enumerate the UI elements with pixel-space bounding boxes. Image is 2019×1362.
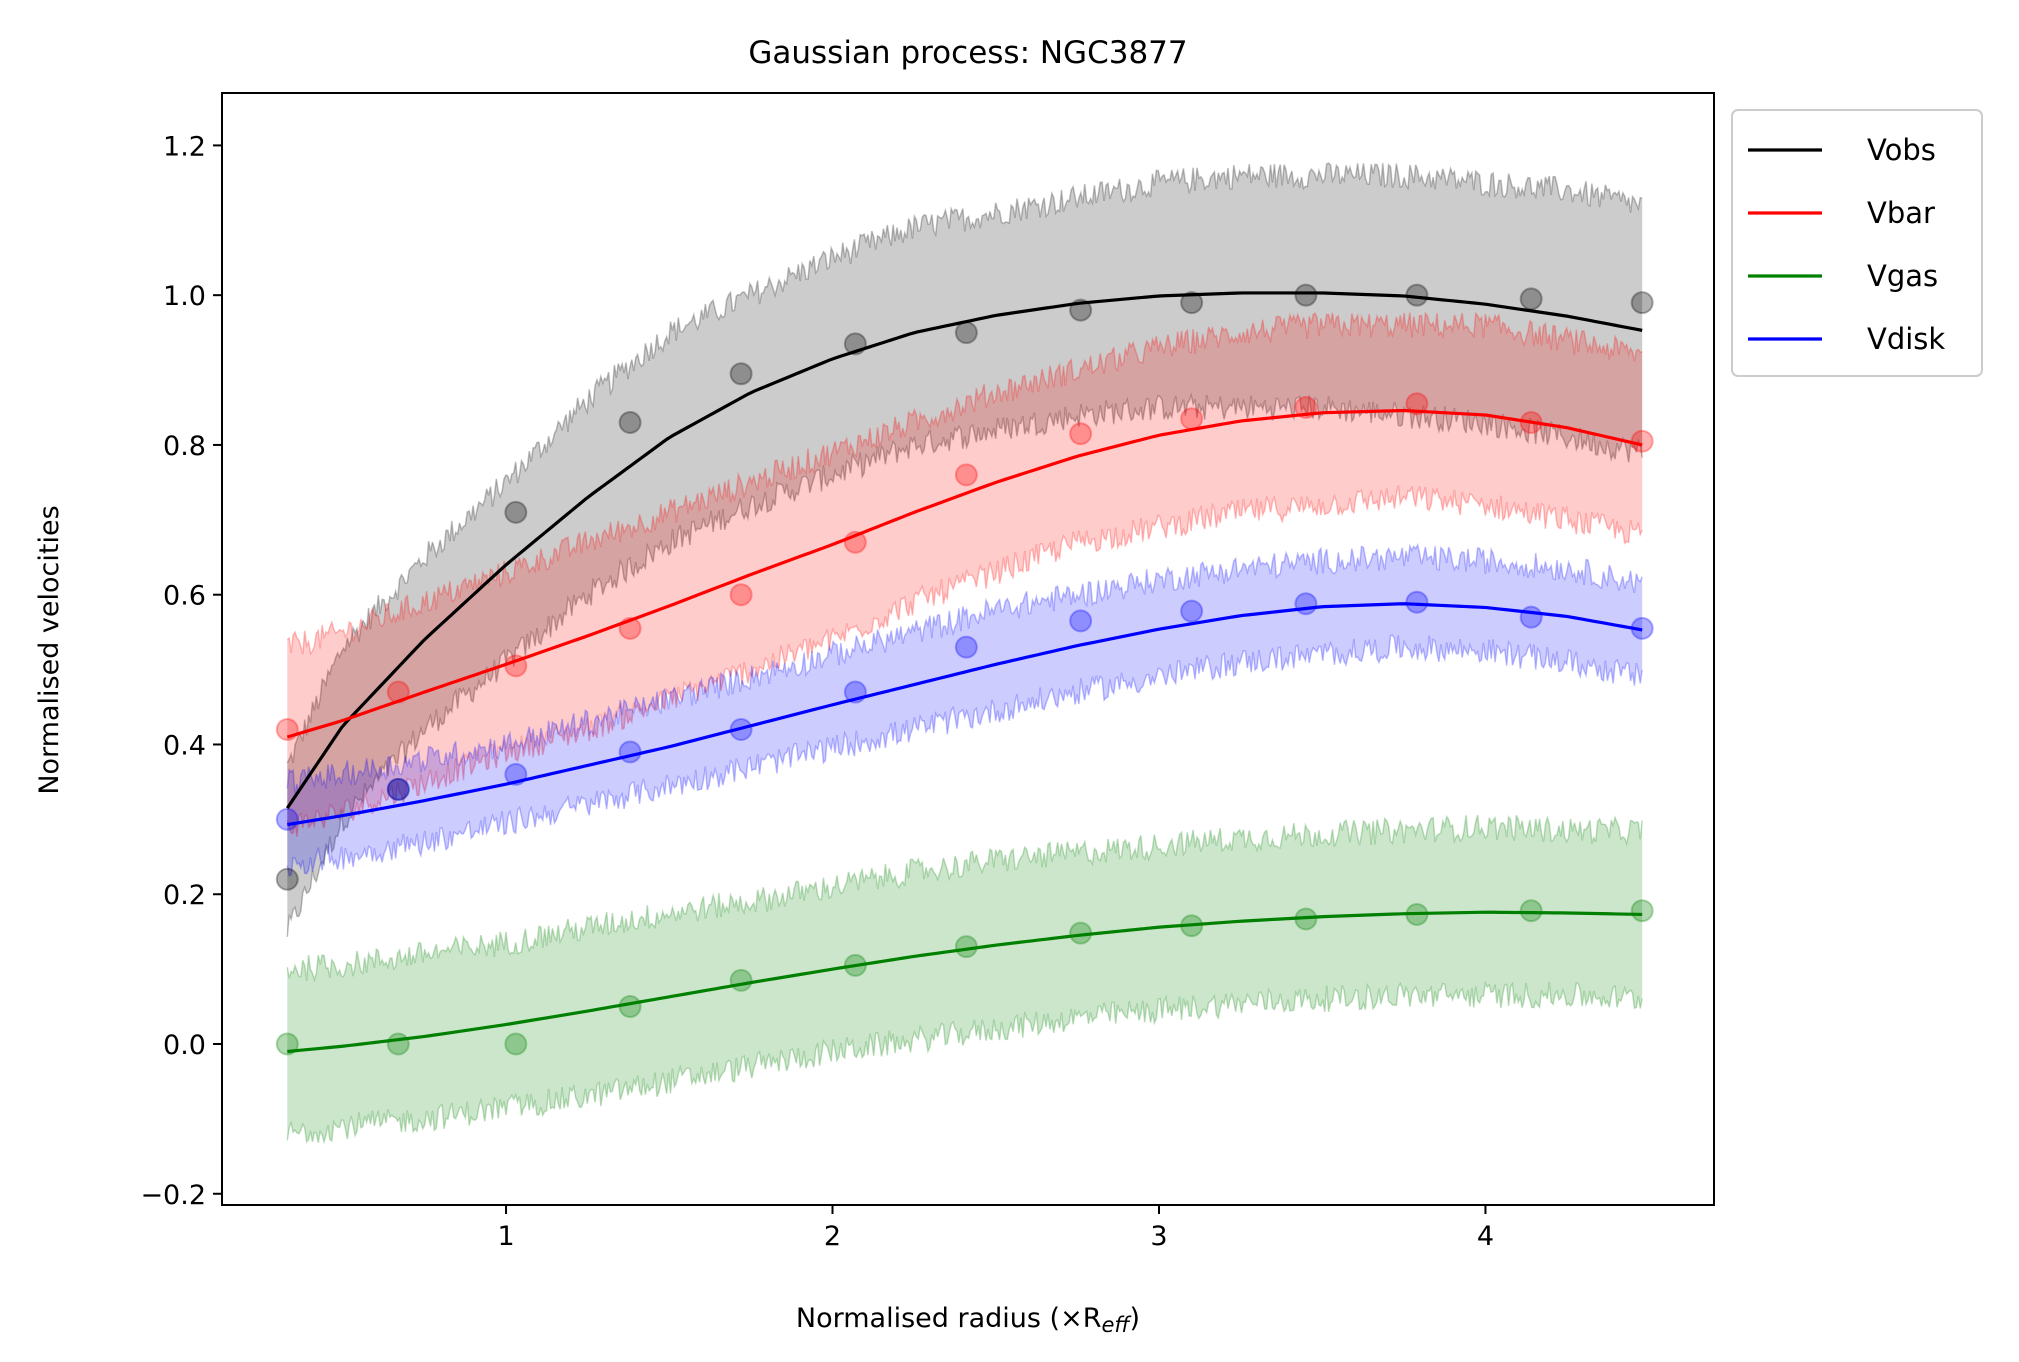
vobs-mean-line — [285, 291, 1643, 810]
mean-curves — [285, 291, 1643, 1054]
legend-label-vbar: Vbar — [1867, 196, 1935, 230]
vdisk-data-point — [1294, 592, 1318, 616]
legend-label-vgas: Vgas — [1867, 259, 1938, 293]
vgas-band — [287, 815, 1643, 1143]
vgas-band-upper-edge — [286, 814, 1643, 983]
vobs-data-point — [386, 777, 410, 801]
y-tick-label: 0.0 — [163, 1030, 206, 1061]
x-tick-label: 4 — [1477, 1221, 1494, 1252]
x-tick-label: 2 — [824, 1221, 841, 1252]
vgas-band-lower-edge — [286, 980, 1643, 1145]
vdisk-band — [287, 544, 1643, 876]
vobs-data-point — [275, 867, 299, 891]
vobs-band-upper-edge — [286, 162, 1643, 764]
chart-title: Gaussian process: NGC3877 — [748, 35, 1187, 71]
vgas-mean-line — [287, 910, 1643, 1054]
vobs-band — [287, 163, 1643, 937]
vgas-data-point — [386, 1032, 410, 1056]
vdisk-data-point — [386, 777, 410, 801]
vdisk-data-point — [1180, 599, 1204, 623]
x-axis-ticks: 1 2 3 4 — [497, 1205, 1494, 1252]
y-tick-label: 0.4 — [163, 730, 206, 761]
vgas-data-point — [275, 1032, 299, 1056]
vdisk-band-lower-edge — [286, 634, 1643, 877]
vobs-data-point — [729, 362, 753, 386]
y-tick-label: 0.6 — [163, 581, 206, 612]
vdisk-mean-line — [287, 602, 1643, 827]
vdisk-band-upper-edge — [286, 542, 1643, 795]
vbar-data-point — [954, 463, 978, 487]
legend-label-vdisk: Vdisk — [1867, 322, 1945, 356]
vbar-data-point — [1069, 422, 1093, 446]
y-tick-label: 1.0 — [163, 281, 206, 312]
vgas-data-point — [504, 1032, 528, 1056]
vobs-data-point — [954, 321, 978, 345]
vbar-data-point — [1630, 429, 1654, 453]
vdisk-data-point — [1069, 609, 1093, 633]
vbar-mean-line — [286, 408, 1643, 739]
vobs-data-point — [618, 410, 642, 434]
y-tick-label: 1.2 — [163, 131, 206, 162]
vbar-data-point — [1405, 392, 1429, 416]
y-axis-label: Normalised velocities — [34, 505, 65, 794]
vdisk-data-point — [1405, 590, 1429, 614]
uncertainty-bands — [286, 162, 1643, 1145]
vgas-data-point — [1519, 899, 1543, 923]
y-tick-label: 0.8 — [163, 431, 206, 462]
legend: Vobs Vbar Vgas Vdisk — [1731, 109, 1983, 377]
vobs-data-point — [1294, 283, 1318, 307]
y-tick-label: 0.2 — [163, 880, 206, 911]
vbar-band — [287, 312, 1643, 837]
vgas-data-point — [618, 995, 642, 1019]
vbar-data-point — [1180, 407, 1204, 431]
y-axis-ticks: −0.2 0.0 0.2 0.4 0.6 0.8 1.0 1.2 — [140, 131, 222, 1211]
vobs-data-point — [1630, 291, 1654, 315]
vobs-data-point — [1519, 287, 1543, 311]
vbar-band-upper-edge — [286, 311, 1643, 656]
vbar-band-lower-edge — [286, 485, 1643, 837]
vgas-data-point — [729, 968, 753, 992]
vdisk-data-point — [275, 807, 299, 831]
vbar-data-point — [729, 583, 753, 607]
x-axis-label: Normalised radius (×Reff) — [796, 1303, 1140, 1337]
legend-label-vobs: Vobs — [1867, 133, 1936, 167]
x-tick-label: 3 — [1150, 1221, 1167, 1252]
x-tick-label: 1 — [497, 1221, 514, 1252]
vgas-data-point — [1630, 899, 1654, 923]
vdisk-data-point — [954, 635, 978, 659]
vdisk-data-point — [618, 740, 642, 764]
vobs-data-point — [1180, 291, 1204, 315]
y-tick-label: −0.2 — [140, 1180, 206, 1211]
vdisk-data-point — [1519, 605, 1543, 629]
legend-frame — [1731, 109, 1983, 377]
vobs-data-point — [504, 500, 528, 524]
plot-frame — [221, 92, 1715, 1206]
